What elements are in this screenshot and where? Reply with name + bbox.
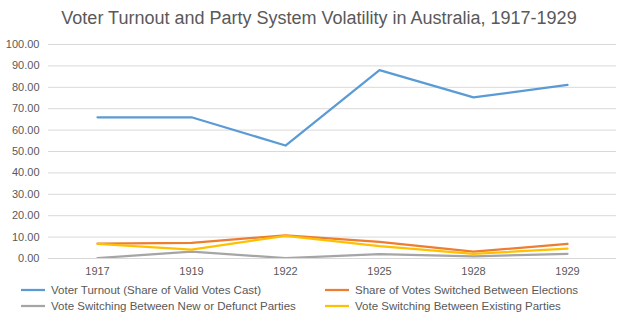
svg-text:10.00: 10.00 (12, 231, 40, 243)
svg-text:1929: 1929 (555, 265, 579, 277)
svg-text:1925: 1925 (367, 265, 391, 277)
svg-text:100.00: 100.00 (6, 38, 40, 50)
svg-text:0.00: 0.00 (18, 252, 39, 264)
svg-text:70.00: 70.00 (12, 102, 40, 114)
html-text:Voter Turnout (Share of Valid: Voter Turnout (Share of Valid Votes Cast… (51, 284, 262, 296)
html-text:Vote Switching Between Existin: Vote Switching Between Existing Parties (355, 300, 561, 312)
svg-text:20.00: 20.00 (12, 209, 40, 221)
svg-text:1917: 1917 (85, 265, 109, 277)
svg-text:90.00: 90.00 (12, 59, 40, 71)
html-text:Share of Votes Switched Betwee: Share of Votes Switched Between Election… (355, 284, 579, 296)
html-text:Voter Turnout and Party System: Voter Turnout and Party System Volatilit… (61, 8, 577, 28)
html-text:Vote Switching Between New or: Vote Switching Between New or Defunct Pa… (51, 300, 296, 312)
svg-text:40.00: 40.00 (12, 166, 40, 178)
svg-text:30.00: 30.00 (12, 188, 40, 200)
svg-text:1928: 1928 (461, 265, 485, 277)
svg-text:1922: 1922 (273, 265, 297, 277)
svg-text:80.00: 80.00 (12, 81, 40, 93)
svg-text:60.00: 60.00 (12, 124, 40, 136)
svg-text:50.00: 50.00 (12, 145, 40, 157)
svg-text:1919: 1919 (179, 265, 203, 277)
